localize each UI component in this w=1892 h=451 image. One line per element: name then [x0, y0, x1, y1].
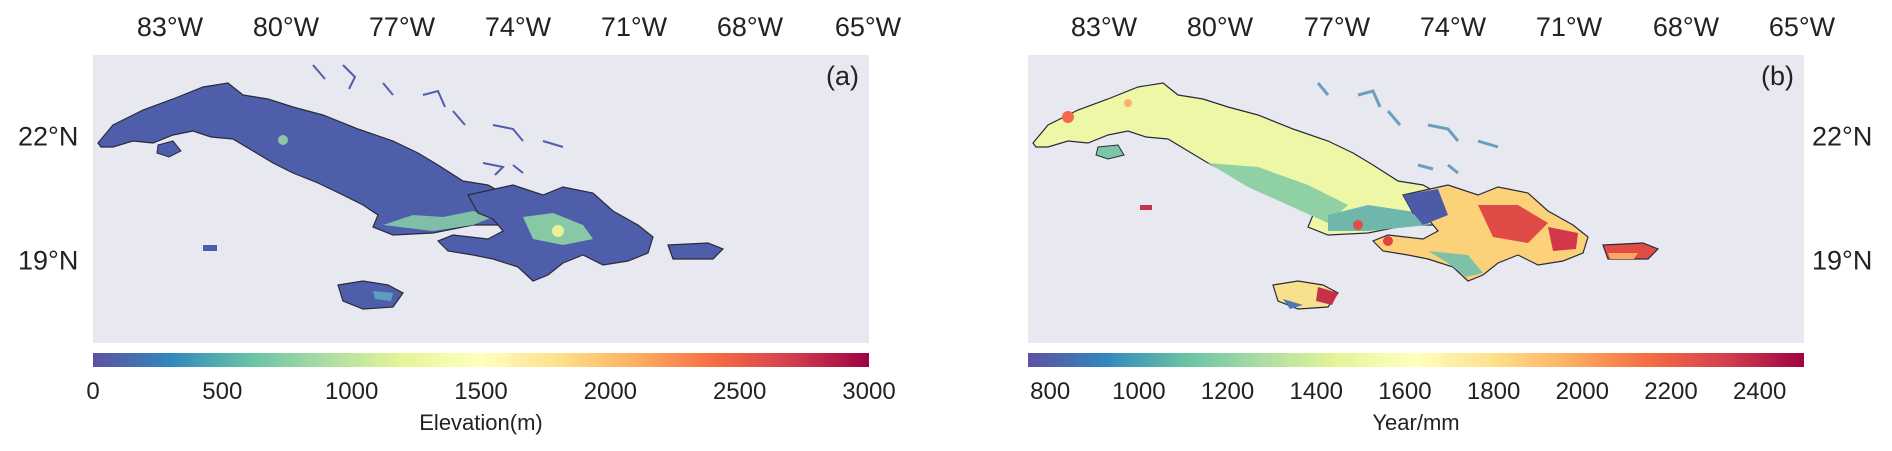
elevation-map: (a): [93, 55, 869, 343]
lon-tick: 71°W: [600, 12, 668, 42]
colorbar-tick-label: 1000: [324, 378, 379, 405]
hispaniola-peak: [552, 225, 564, 237]
bahamas-islands: [1316, 82, 1499, 175]
cuba-wet-spot: [1062, 111, 1074, 123]
hispaniola-wet-east: [1548, 227, 1578, 251]
colorbar-title: Year/mm: [1372, 410, 1460, 435]
isla-de-la-juventud: [156, 140, 182, 158]
colorbar-tick-label: 1800: [1466, 378, 1521, 405]
colorbar-tick-label: 2200: [1644, 378, 1698, 405]
panel-label: (a): [826, 61, 859, 91]
lon-tick: 80°W: [1186, 12, 1254, 42]
bahamas-islands: [312, 64, 564, 176]
colorbar-tick-label: 1500: [454, 378, 508, 405]
hispaniola-south-band: [1428, 251, 1483, 277]
panel-label: (b): [1761, 61, 1794, 91]
colorbar-tick-label: 1400: [1289, 378, 1343, 405]
cuba-landmass: [97, 82, 524, 236]
lon-tick: 74°W: [484, 12, 552, 42]
jamaica: [337, 280, 404, 310]
lat-tick: 19°N: [1812, 245, 1873, 276]
jamaica-highlands: [373, 291, 393, 301]
panel-precipitation: 83°W 80°W 77°W 74°W 71°W 68°W 65°W 22°N …: [946, 0, 1892, 451]
isla-de-la-juventud: [1095, 144, 1125, 160]
lon-tick: 68°W: [1652, 12, 1720, 42]
cayman-island: [203, 245, 217, 251]
colorbar-tick-label: 2500: [712, 378, 767, 405]
cuba-central-band: [1208, 163, 1348, 223]
lon-tick: 77°W: [368, 12, 436, 42]
colorbar-tick-label: 500: [202, 378, 243, 405]
jamaica-south: [1283, 299, 1303, 309]
colorbar-tick-label: 2000: [1555, 378, 1609, 405]
hispaniola-wet-core: [1478, 205, 1548, 243]
cuba-highland-spot: [278, 135, 288, 145]
lon-tick: 77°W: [1303, 12, 1371, 42]
colorbar-tick-label: 800: [1030, 378, 1071, 405]
cayman-island: [1140, 205, 1152, 210]
lon-tick: 83°W: [1070, 12, 1138, 42]
lon-tick: 80°W: [252, 12, 320, 42]
colorbar-tick-label: 1600: [1378, 378, 1432, 405]
cuba-wet-spot: [1124, 99, 1132, 107]
colorbar-tick-label: 2400: [1732, 378, 1787, 405]
lon-tick: 65°W: [834, 12, 902, 42]
cuba-wet-spot: [1353, 220, 1363, 230]
elevation-colorbar: [93, 353, 869, 367]
lon-tick: 65°W: [1768, 12, 1836, 42]
lat-tick: 22°N: [18, 121, 79, 152]
hispaniola-wet-spot: [1383, 236, 1393, 246]
colorbar-tick-label: 1000: [1112, 378, 1166, 405]
lat-tick: 22°N: [1812, 121, 1873, 152]
puerto-rico: [667, 242, 725, 260]
elevation-map-graphic: [97, 64, 725, 310]
colorbar-tick-label: 0: [86, 378, 100, 405]
hispaniola-dry-west: [1403, 189, 1448, 225]
precipitation-colorbar: [1028, 353, 1804, 367]
precipitation-map: (b): [1028, 55, 1804, 343]
precipitation-map-graphic: [1032, 82, 1660, 310]
jamaica-wet-east: [1316, 287, 1338, 305]
lat-tick: 19°N: [18, 245, 79, 276]
lon-tick: 71°W: [1535, 12, 1603, 42]
puerto-rico-south: [1608, 253, 1638, 259]
lon-tick: 74°W: [1419, 12, 1487, 42]
colorbar-tick-label: 1200: [1200, 378, 1255, 405]
colorbar-tick-label: 3000: [842, 378, 896, 405]
colorbar-title: Elevation(m): [419, 410, 543, 435]
lon-tick: 83°W: [136, 12, 204, 42]
lon-tick: 68°W: [716, 12, 784, 42]
colorbar-tick-label: 2000: [583, 378, 638, 405]
cuba-highlands: [383, 211, 493, 231]
panel-elevation: 83°W 80°W 77°W 74°W 71°W 68°W 65°W 22°N …: [18, 12, 902, 435]
